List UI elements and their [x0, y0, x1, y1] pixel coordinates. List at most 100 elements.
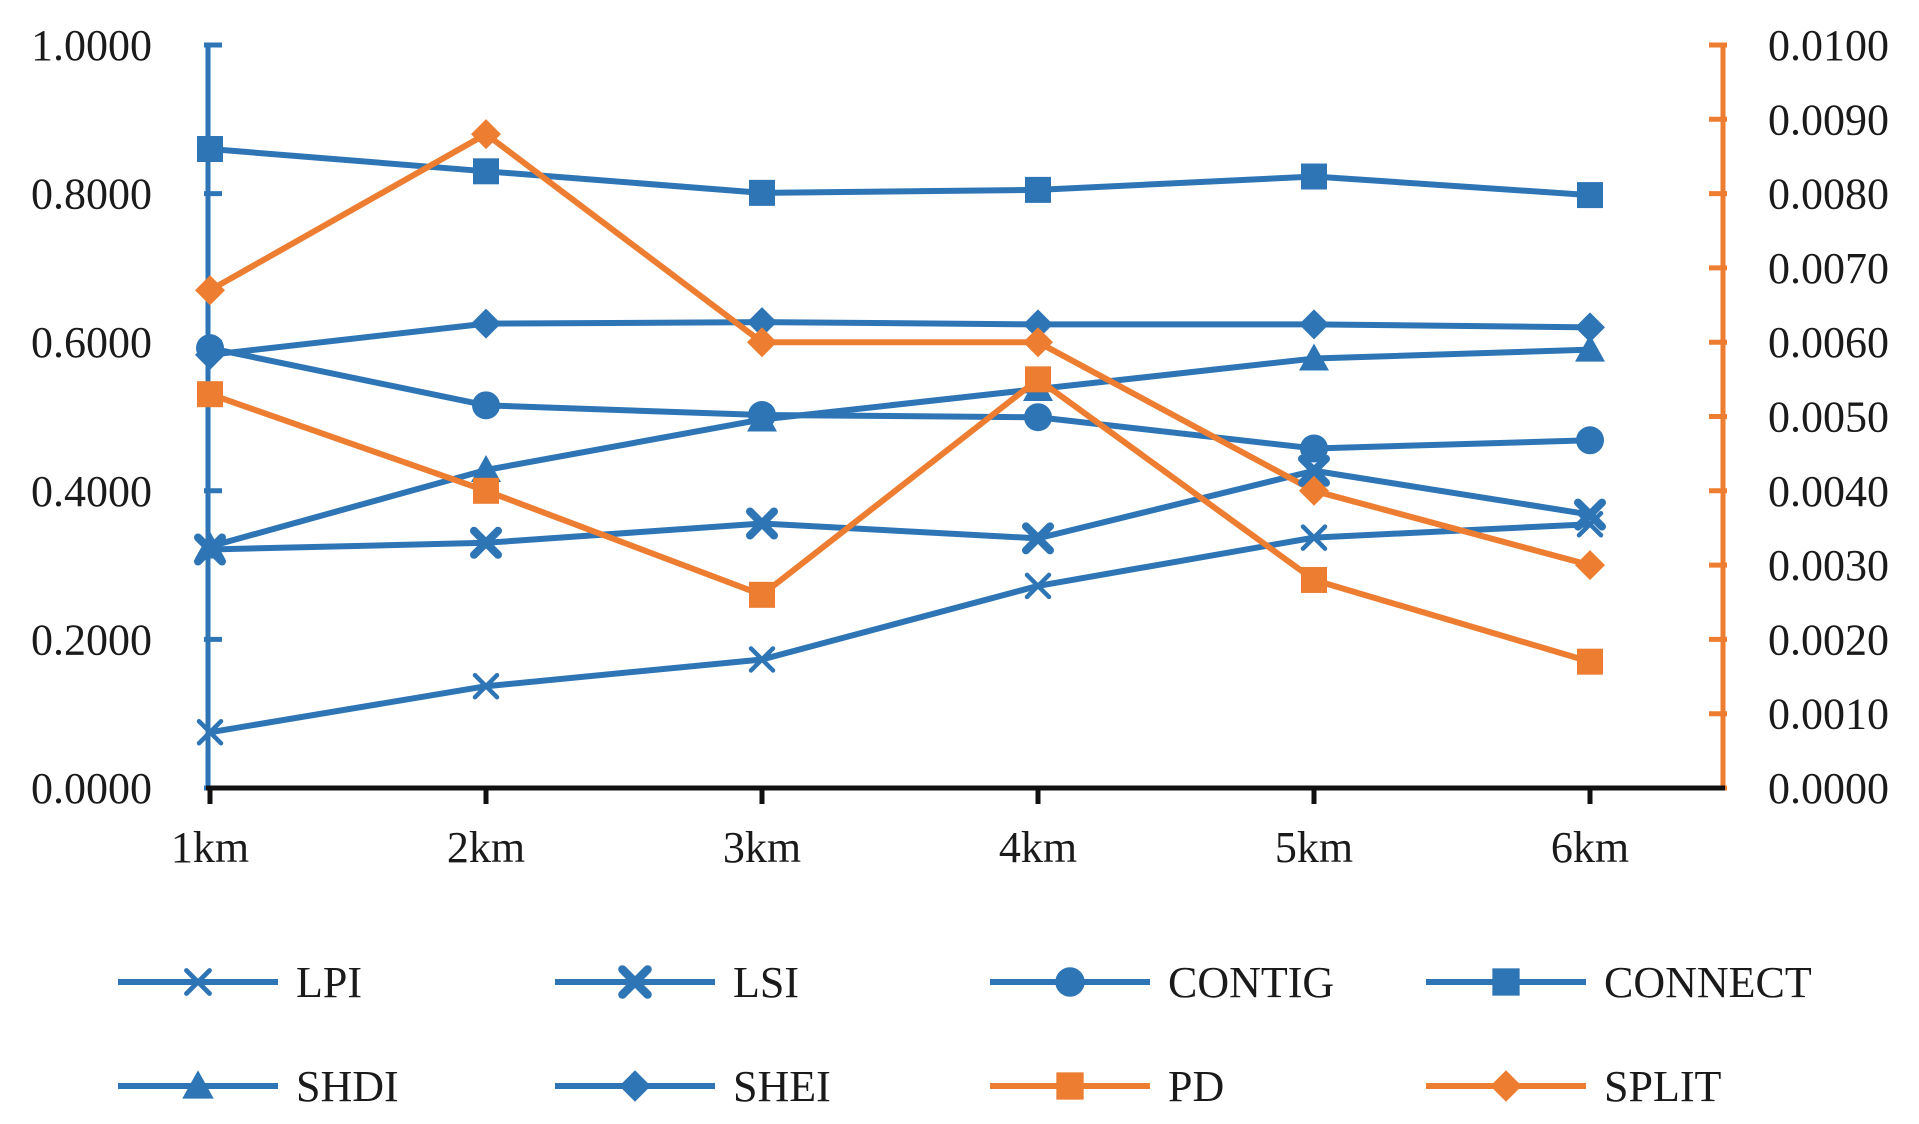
- right-y-tick-label: 0.0010: [1768, 690, 1889, 739]
- point-contig: [1024, 403, 1052, 432]
- x-tick-label: 5km: [1275, 823, 1353, 872]
- point-lpi: [472, 672, 500, 700]
- right-y-tick-label: 0.0080: [1768, 170, 1889, 219]
- point-lsi: [746, 507, 778, 540]
- point-contig: [472, 391, 500, 420]
- x-tick-label: 4km: [999, 823, 1077, 872]
- chart-axes: 0.0000 0.2000 0.4000 0.6000 0.8000 1.0000 0.00…: [31, 21, 1889, 872]
- point-shdi: [747, 404, 777, 432]
- series-line-shdi: [209, 346, 1591, 550]
- legend-label-shdi: SHDI: [296, 1062, 399, 1111]
- point-pd: [197, 381, 223, 408]
- legend-item-shei: SHEI: [555, 1062, 831, 1111]
- series-lines: [208, 131, 1591, 736]
- point-shdi: [1575, 334, 1605, 362]
- point-lpi: [1300, 524, 1328, 551]
- right-y-tick-label: 0.0090: [1768, 95, 1889, 144]
- legend-marker-shei: [619, 1070, 651, 1102]
- series-line-lsi: [209, 467, 1591, 553]
- point-shdi: [195, 531, 225, 559]
- left-y-tick-label: 0.0000: [31, 764, 152, 813]
- legend-marker-lsi: [618, 965, 652, 999]
- legend-marker-connect: [1492, 968, 1520, 996]
- point-pd: [1577, 648, 1603, 675]
- left-y-tick-label: 0.2000: [31, 615, 152, 664]
- legend-item-lpi: LPI: [118, 958, 362, 1007]
- legend-label-lpi: LPI: [296, 958, 362, 1007]
- point-connect: [1301, 163, 1327, 190]
- left-y-tick-label: 0.8000: [31, 170, 152, 219]
- point-split: [1023, 327, 1053, 358]
- series-line-connect: [209, 146, 1591, 199]
- point-connect: [473, 158, 499, 185]
- legend-item-split: SPLIT: [1426, 1062, 1721, 1111]
- point-shei: [1575, 312, 1605, 343]
- point-shdi: [1299, 343, 1329, 371]
- point-shdi: [471, 454, 501, 482]
- left-y-tick-label: 1.0000: [31, 21, 152, 70]
- legend-marker-lpi: [184, 968, 212, 996]
- point-lsi: [1574, 498, 1606, 531]
- right-y-tick-label: 0.0030: [1768, 541, 1889, 590]
- point-connect: [1025, 176, 1051, 203]
- legend-marker-pd: [1056, 1072, 1084, 1100]
- left-y-tick-label: 0.6000: [31, 318, 152, 367]
- legend-item-pd: PD: [990, 1062, 1224, 1111]
- point-lpi: [1024, 572, 1052, 600]
- x-tick-label: 2km: [447, 823, 525, 872]
- left-y-tick-label: 0.4000: [31, 467, 152, 516]
- point-shei: [747, 307, 777, 338]
- series-line-shei: [209, 319, 1591, 358]
- right-y-tick-label: 0.0070: [1768, 244, 1889, 293]
- legend-label-pd: PD: [1168, 1062, 1224, 1111]
- point-lpi: [196, 719, 224, 746]
- point-connect: [197, 136, 223, 163]
- x-tick-label: 1km: [171, 823, 249, 872]
- series-line-contig: [209, 345, 1591, 452]
- right-y-tick-label: 0.0020: [1768, 615, 1889, 664]
- right-y-tick-label: 0.0000: [1768, 764, 1889, 813]
- point-shei: [471, 308, 501, 339]
- point-connect: [749, 179, 775, 206]
- point-shei: [1299, 309, 1329, 340]
- right-y-tick-label: 0.0100: [1768, 21, 1889, 70]
- right-y-tick-label: 0.0060: [1768, 318, 1889, 367]
- series-line-lpi: [209, 521, 1591, 736]
- right-y-tick-label: 0.0050: [1768, 393, 1889, 442]
- point-pd: [473, 477, 499, 504]
- point-connect: [1577, 182, 1603, 209]
- point-pd: [749, 581, 775, 608]
- point-split: [471, 119, 501, 150]
- legend-item-lsi: LSI: [555, 958, 799, 1007]
- series-line-pd: [209, 376, 1591, 665]
- series-line-split: [208, 131, 1591, 568]
- point-split: [1575, 550, 1605, 581]
- legend-item-contig: CONTIG: [990, 958, 1334, 1007]
- legend-label-lsi: LSI: [733, 958, 799, 1007]
- legend-marker-shdi: [182, 1070, 214, 1099]
- point-pd: [1025, 366, 1051, 393]
- point-lpi: [748, 646, 776, 673]
- point-contig: [1576, 426, 1604, 455]
- legend-label-contig: CONTIG: [1168, 958, 1334, 1007]
- point-split: [1299, 475, 1329, 506]
- legend-item-connect: CONNECT: [1426, 958, 1812, 1007]
- legend-item-shdi: SHDI: [118, 1062, 399, 1111]
- chart-legend: LPI LSI CONTIG CONNECT SHDI SHEI PD SPLIT: [118, 958, 1812, 1111]
- point-lsi: [470, 526, 502, 559]
- point-shei: [1023, 309, 1053, 340]
- x-tick-label: 6km: [1551, 823, 1629, 872]
- point-lsi: [1022, 522, 1054, 555]
- point-shei: [195, 339, 225, 370]
- series-markers: [194, 119, 1606, 746]
- legend-marker-contig: [1055, 967, 1085, 997]
- point-lsi: [1298, 454, 1330, 487]
- legend-marker-split: [1490, 1070, 1522, 1102]
- point-split: [195, 275, 225, 306]
- x-tick-label: 3km: [723, 823, 801, 872]
- point-contig: [1300, 434, 1328, 463]
- point-split: [747, 327, 777, 358]
- legend-label-connect: CONNECT: [1604, 958, 1812, 1007]
- legend-label-shei: SHEI: [733, 1062, 831, 1111]
